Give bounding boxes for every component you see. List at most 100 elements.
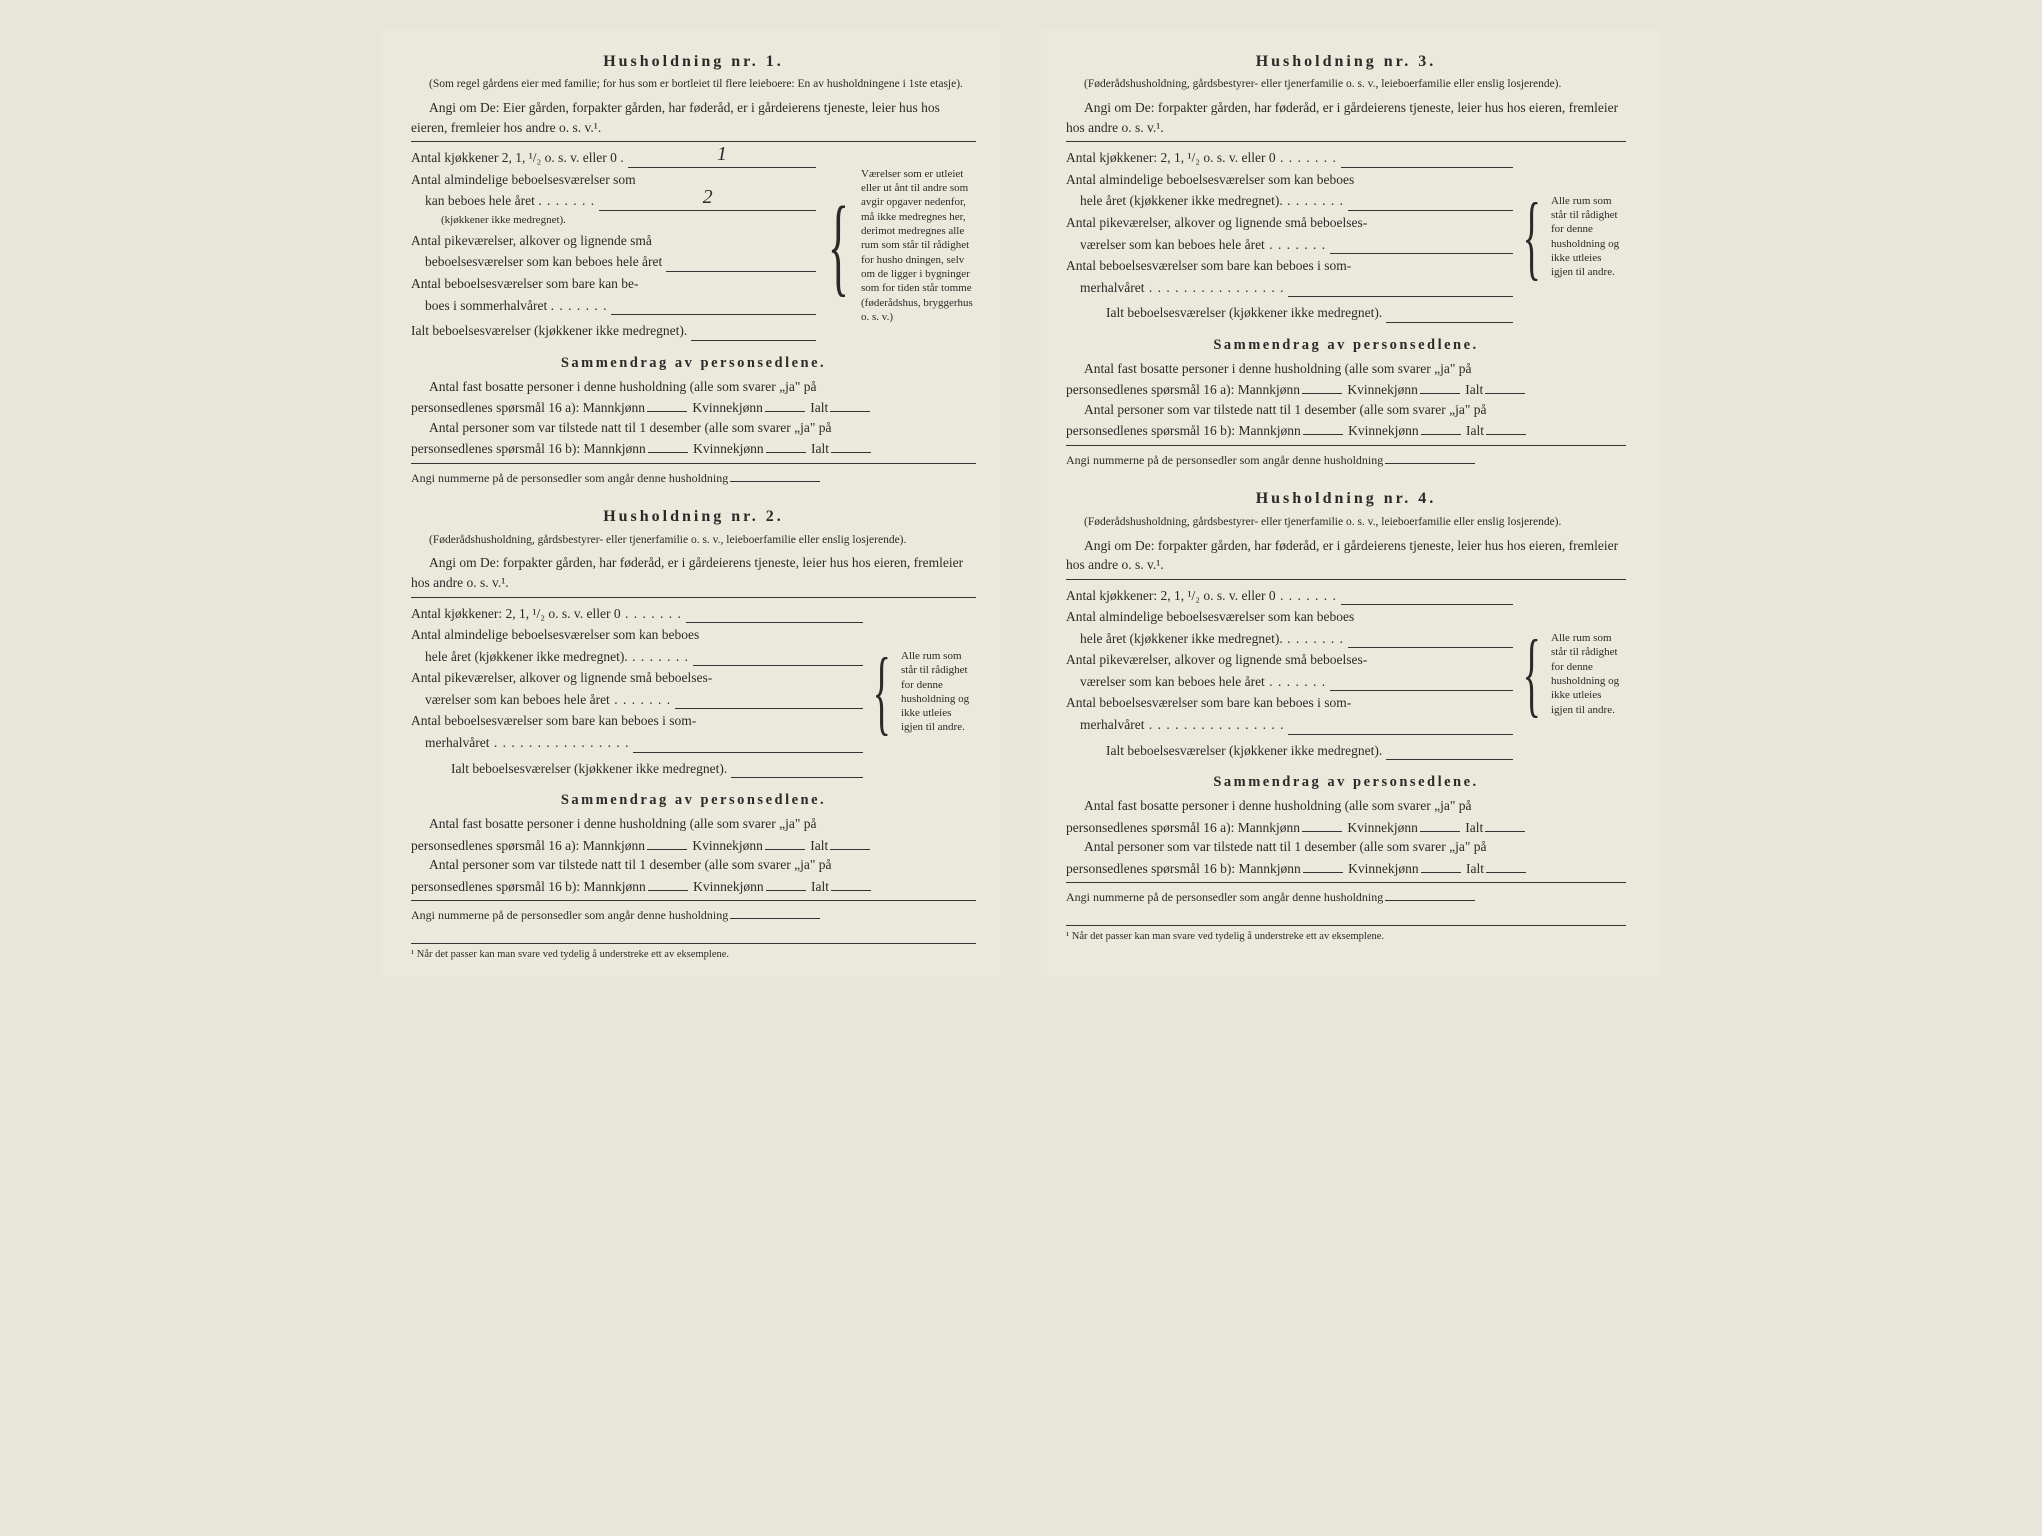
brace-icon: { — [828, 196, 849, 295]
h2-sum-1a: Antal fast bosatte personer i denne hush… — [411, 814, 976, 834]
section-h2: Husholdning nr. 2. (Føderådshusholdning,… — [411, 505, 976, 924]
right-page: Husholdning nr. 3. (Føderådshusholdning,… — [1041, 30, 1661, 977]
h2-l2a: Antal almindelige beboelsesværelser som … — [411, 625, 863, 645]
h3-l4b: merhalvåret — [1066, 278, 1284, 298]
h1-rooms-total: Ialt beboelsesværelser (kjøkkener ikke m… — [411, 321, 687, 341]
h4-sum-2b: personsedlenes spørsmål 16 b): Mannkjønn… — [1066, 859, 1626, 879]
h2-sidenote: Alle rum som står til rådighet for denne… — [901, 649, 976, 735]
h4-total: Ialt beboelsesværelser (kjøkkener ikke m… — [1066, 741, 1382, 761]
h2-total: Ialt beboelsesværelser (kjøkkener ikke m… — [411, 759, 727, 779]
h3-intro: (Føderådshusholdning, gårdsbestyrer- ell… — [1066, 77, 1626, 92]
left-page: Husholdning nr. 1. (Som regel gårdens ei… — [381, 30, 1001, 977]
h1-rooms-l2a: Antal almindelige beboelsesværelser som — [411, 172, 636, 187]
h1-rooms-l4a: Antal beboelsesværelser som bare kan be- — [411, 274, 816, 294]
h1-question: Angi om De: Eier gården, forpakter gårde… — [411, 98, 976, 137]
section-h4: Husholdning nr. 4. (Føderådshusholdning,… — [1066, 487, 1626, 906]
brace-icon: { — [1523, 631, 1541, 717]
h3-l3a: Antal pikeværelser, alkover og lignende … — [1066, 213, 1513, 233]
h1-rooms-field[interactable]: 2 — [599, 195, 816, 211]
h4-l4a: Antal beboelsesværelser som bare kan beb… — [1066, 693, 1513, 713]
h3-l2b: hele året (kjøkkener ikke medregnet). — [1066, 191, 1344, 211]
h2-rooms: Antal kjøkkener: 2, 1, ¹/₂ o. s. v. elle… — [411, 604, 976, 781]
h1-sum-2b: personsedlenes spørsmål 16 b): Mannkjønn… — [411, 439, 976, 459]
section-h3: Husholdning nr. 3. (Føderådshusholdning,… — [1066, 50, 1626, 469]
blank-field[interactable] — [647, 400, 687, 412]
divider — [411, 141, 976, 142]
h2-l3a: Antal pikeværelser, alkover og lignende … — [411, 668, 863, 688]
h2-sum-3: Angi nummerne på de personsedler som ang… — [411, 907, 976, 924]
h1-summary-heading: Sammendrag av personsedlene. — [411, 353, 976, 374]
h4-l2a: Antal almindelige beboelsesværelser som … — [1066, 607, 1513, 627]
h2-sum-1b: personsedlenes spørsmål 16 a): Mannkjønn… — [411, 836, 976, 856]
h3-sum-1b: personsedlenes spørsmål 16 a): Mannkjønn… — [1066, 380, 1626, 400]
h1-kitchens-value: 1 — [717, 140, 727, 169]
h2-l4b: merhalvåret — [411, 733, 629, 753]
h1-alcove-field[interactable] — [666, 256, 816, 272]
h3-kitchens: Antal kjøkkener: 2, 1, ¹/₂ o. s. v. elle… — [1066, 148, 1337, 168]
h3-title: Husholdning nr. 3. — [1066, 50, 1626, 73]
h4-sum-2a: Antal personer som var tilstede natt til… — [1066, 837, 1626, 857]
h2-summary-heading: Sammendrag av personsedlene. — [411, 790, 976, 811]
h1-sum-1a: Antal fast bosatte personer i denne hush… — [411, 377, 976, 397]
h2-sum-2a: Antal personer som var tilstede natt til… — [411, 855, 976, 875]
h2-l3b: værelser som kan beboes hele året — [411, 690, 671, 710]
h2-title: Husholdning nr. 2. — [411, 505, 976, 528]
h2-kitchens: Antal kjøkkener: 2, 1, ¹/₂ o. s. v. elle… — [411, 604, 682, 624]
h4-rooms: Antal kjøkkener: 2, 1, ¹/₂ o. s. v. elle… — [1066, 586, 1626, 763]
h2-l4a: Antal beboelsesværelser som bare kan beb… — [411, 711, 863, 731]
h4-question: Angi om De: forpakter gården, har føderå… — [1066, 536, 1626, 575]
h4-intro: (Føderådshusholdning, gårdsbestyrer- ell… — [1066, 515, 1626, 530]
h3-sum-3: Angi nummerne på de personsedler som ang… — [1066, 452, 1626, 469]
h4-summary-heading: Sammendrag av personsedlene. — [1066, 772, 1626, 793]
section-h1: Husholdning nr. 1. (Som regel gårdens ei… — [411, 50, 976, 487]
h1-sum-2a: Antal personer som var tilstede natt til… — [411, 418, 976, 438]
h1-rooms-value: 2 — [703, 183, 713, 212]
h3-l3b: værelser som kan beboes hele året — [1066, 235, 1326, 255]
rooms-left: Antal kjøkkener 2, 1, ¹/₂ o. s. v. eller… — [411, 148, 816, 342]
h2-intro: (Føderådshusholdning, gårdsbestyrer- ell… — [411, 533, 976, 548]
h4-title: Husholdning nr. 4. — [1066, 487, 1626, 510]
footnote-right: ¹ Når det passer kan man svare ved tydel… — [1066, 925, 1626, 944]
h4-l4b: merhalvåret — [1066, 715, 1284, 735]
h4-l3b: værelser som kan beboes hele året — [1066, 672, 1326, 692]
h1-rooms-l4b: boes i sommerhalvåret — [411, 296, 607, 316]
h1-rooms: Antal kjøkkener 2, 1, ¹/₂ o. s. v. eller… — [411, 148, 976, 342]
h1-sum-3: Angi nummerne på de personsedler som ang… — [411, 470, 976, 487]
h1-summer-field[interactable] — [611, 299, 816, 315]
h3-sum-2a: Antal personer som var tilstede natt til… — [1066, 400, 1626, 420]
h1-rooms-l3a: Antal pikeværelser, alkover og lignende … — [411, 231, 816, 251]
h4-kitchens: Antal kjøkkener: 2, 1, ¹/₂ o. s. v. elle… — [1066, 586, 1337, 606]
h3-summary-heading: Sammendrag av personsedlene. — [1066, 335, 1626, 356]
h2-sum-2b: personsedlenes spørsmål 16 b): Mannkjønn… — [411, 877, 976, 897]
h1-rooms-l2b: kan beboes hele året — [411, 191, 595, 211]
h3-sidenote: Alle rum som står til rådighet for denne… — [1551, 194, 1626, 280]
h3-sum-1a: Antal fast bosatte personer i denne hush… — [1066, 359, 1626, 379]
h4-sidenote: Alle rum som står til rådighet for denne… — [1551, 631, 1626, 717]
h4-sum-1b: personsedlenes spørsmål 16 a): Mannkjønn… — [1066, 818, 1626, 838]
brace-icon: { — [1523, 194, 1541, 280]
brace-col: { — [824, 148, 853, 342]
h3-total: Ialt beboelsesværelser (kjøkkener ikke m… — [1066, 303, 1382, 323]
h3-l2a: Antal almindelige beboelsesværelser som … — [1066, 170, 1513, 190]
h2-question: Angi om De: forpakter gården, har føderå… — [411, 553, 976, 592]
h1-total-field[interactable] — [691, 325, 816, 341]
h3-question: Angi om De: forpakter gården, har føderå… — [1066, 98, 1626, 137]
h4-sum-3: Angi nummerne på de personsedler som ang… — [1066, 889, 1626, 906]
h1-kitchens-label: Antal kjøkkener 2, 1, ¹/₂ o. s. v. eller… — [411, 148, 624, 168]
h1-kitchens-field[interactable]: 1 — [628, 152, 817, 168]
h1-sidenote: Værelser som er utleiet eller ut ånt til… — [861, 167, 976, 324]
h1-rooms-l3b: beboelsesværelser som kan beboes hele år… — [411, 252, 662, 272]
h1-intro: (Som regel gårdens eier med familie; for… — [411, 77, 976, 92]
footnote-left: ¹ Når det passer kan man svare ved tydel… — [411, 943, 976, 962]
h3-sum-2b: personsedlenes spørsmål 16 b): Mannkjønn… — [1066, 421, 1626, 441]
h4-l3a: Antal pikeværelser, alkover og lignende … — [1066, 650, 1513, 670]
h1-sum-1b: personsedlenes spørsmål 16 a): Mannkjønn… — [411, 398, 976, 418]
h3-l4a: Antal beboelsesværelser som bare kan beb… — [1066, 256, 1513, 276]
h3-rooms: Antal kjøkkener: 2, 1, ¹/₂ o. s. v. elle… — [1066, 148, 1626, 325]
h1-title: Husholdning nr. 1. — [411, 50, 976, 73]
h4-l2b: hele året (kjøkkener ikke medregnet). — [1066, 629, 1344, 649]
brace-icon: { — [873, 649, 891, 735]
h4-sum-1a: Antal fast bosatte personer i denne hush… — [1066, 796, 1626, 816]
h2-l2b: hele året (kjøkkener ikke medregnet). — [411, 647, 689, 667]
h1-rooms-l2sub: (kjøkkener ikke medregnet). — [411, 213, 816, 229]
